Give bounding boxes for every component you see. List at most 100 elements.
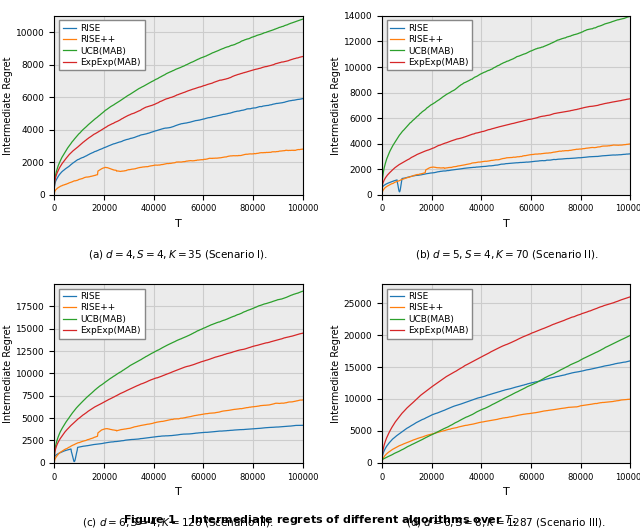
RISE: [525, 159, 532, 165]
RISE: [525, 380, 532, 387]
X-axis label: T: T: [503, 219, 509, 229]
RISE++: [378, 459, 386, 466]
RISE: [216, 112, 224, 118]
UCB(MAB): [197, 326, 205, 332]
RISE++: [197, 412, 205, 418]
Line: ExpExp(MAB): ExpExp(MAB): [382, 99, 630, 188]
Line: UCB(MAB): UCB(MAB): [382, 335, 630, 460]
Title: (d) $d=6, S=8, K=1287$ (Scenario III).: (d) $d=6, S=8, K=1287$ (Scenario III).: [406, 517, 606, 529]
RISE: [115, 438, 122, 445]
ExpExp(MAB): [544, 112, 552, 119]
Y-axis label: Intermediate Regret: Intermediate Regret: [331, 56, 341, 155]
ExpExp(MAB): [51, 454, 58, 460]
RISE: [422, 171, 430, 177]
ExpExp(MAB): [544, 323, 552, 330]
RISE++: [422, 167, 430, 173]
RISE: [217, 428, 225, 434]
RISE++: [115, 168, 122, 174]
RISE++: [95, 168, 102, 174]
UCB(MAB): [163, 70, 171, 77]
RISE: [396, 189, 403, 195]
RISE++: [95, 429, 102, 436]
UCB(MAB): [237, 38, 245, 44]
Line: UCB(MAB): UCB(MAB): [382, 16, 630, 187]
RISE: [237, 107, 245, 114]
ExpExp(MAB): [378, 456, 386, 462]
ExpExp(MAB): [163, 96, 171, 102]
RISE: [163, 125, 171, 131]
UCB(MAB): [115, 99, 122, 105]
RISE: [238, 427, 246, 433]
UCB(MAB): [197, 55, 205, 61]
RISE++: [298, 146, 306, 152]
RISE++: [442, 427, 450, 434]
ExpExp(MAB): [237, 346, 245, 353]
Legend: RISE, RISE++, UCB(MAB), ExpExp(MAB): RISE, RISE++, UCB(MAB), ExpExp(MAB): [387, 288, 472, 338]
Title: (b) $d=5, S=4, K=70$ (Scenario II).: (b) $d=5, S=4, K=70$ (Scenario II).: [415, 248, 598, 261]
Legend: RISE, RISE++, UCB(MAB), ExpExp(MAB): RISE, RISE++, UCB(MAB), ExpExp(MAB): [59, 20, 145, 70]
Line: RISE: RISE: [54, 425, 303, 462]
ExpExp(MAB): [525, 117, 532, 123]
ExpExp(MAB): [422, 147, 430, 154]
Line: RISE++: RISE++: [54, 149, 303, 193]
RISE++: [525, 411, 532, 417]
ExpExp(MAB): [115, 392, 122, 398]
RISE: [115, 139, 122, 146]
Line: ExpExp(MAB): ExpExp(MAB): [54, 333, 303, 457]
ExpExp(MAB): [442, 373, 450, 380]
RISE++: [491, 157, 499, 163]
X-axis label: T: T: [175, 219, 182, 229]
ExpExp(MAB): [197, 84, 205, 90]
ExpExp(MAB): [51, 183, 58, 189]
Line: RISE++: RISE++: [382, 144, 630, 193]
Title: (c) $d=6, S=4, K=126$ (Scenario III).: (c) $d=6, S=4, K=126$ (Scenario III).: [83, 517, 275, 529]
UCB(MAB): [237, 310, 245, 317]
Line: ExpExp(MAB): ExpExp(MAB): [54, 56, 303, 186]
ExpExp(MAB): [565, 315, 573, 321]
UCB(MAB): [378, 184, 386, 190]
RISE++: [299, 146, 307, 152]
RISE++: [237, 152, 245, 159]
ExpExp(MAB): [237, 70, 245, 77]
UCB(MAB): [525, 383, 532, 389]
RISE++: [299, 397, 307, 403]
RISE++: [216, 409, 224, 415]
ExpExp(MAB): [525, 331, 532, 338]
UCB(MAB): [216, 46, 224, 53]
UCB(MAB): [422, 434, 430, 440]
RISE: [378, 456, 386, 462]
RISE: [422, 414, 430, 421]
RISE++: [491, 417, 499, 423]
RISE: [299, 422, 307, 428]
Legend: RISE, RISE++, UCB(MAB), ExpExp(MAB): RISE, RISE++, UCB(MAB), ExpExp(MAB): [387, 20, 472, 70]
RISE++: [163, 417, 171, 423]
ExpExp(MAB): [216, 353, 224, 359]
Line: RISE: RISE: [382, 361, 630, 459]
Text: Figure 1    Intermediate regrets of different algorithms over $T$.: Figure 1 Intermediate regrets of differe…: [123, 513, 517, 527]
RISE: [627, 358, 634, 364]
RISE: [298, 422, 305, 428]
RISE++: [216, 155, 224, 161]
RISE: [565, 370, 573, 377]
RISE++: [197, 156, 205, 163]
RISE: [163, 433, 171, 439]
UCB(MAB): [491, 401, 499, 407]
Line: ExpExp(MAB): ExpExp(MAB): [382, 297, 630, 459]
Legend: RISE, RISE++, UCB(MAB), ExpExp(MAB): RISE, RISE++, UCB(MAB), ExpExp(MAB): [59, 288, 145, 338]
Line: RISE++: RISE++: [382, 399, 630, 462]
ExpExp(MAB): [378, 185, 386, 191]
RISE++: [163, 161, 171, 167]
Line: UCB(MAB): UCB(MAB): [54, 291, 303, 457]
RISE: [51, 454, 58, 461]
UCB(MAB): [442, 425, 450, 431]
RISE: [378, 185, 386, 192]
UCB(MAB): [115, 370, 122, 377]
UCB(MAB): [491, 64, 499, 71]
RISE: [627, 151, 634, 157]
RISE++: [544, 150, 552, 156]
UCB(MAB): [299, 16, 307, 22]
UCB(MAB): [422, 105, 430, 112]
Y-axis label: Intermediate Regret: Intermediate Regret: [3, 324, 13, 423]
UCB(MAB): [627, 332, 634, 338]
ExpExp(MAB): [216, 77, 224, 84]
